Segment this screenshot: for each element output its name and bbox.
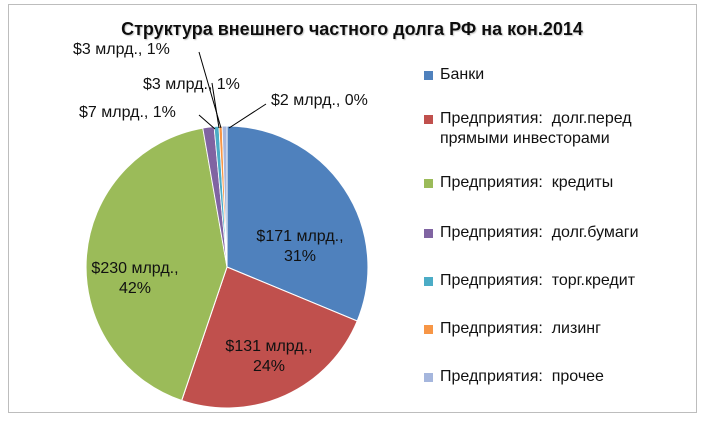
data-label-6: $2 млрд., 0%: [228, 92, 368, 129]
data-label-text-7: $3 млрд., 1%: [73, 41, 170, 58]
legend-swatch-7: [424, 373, 433, 382]
legend-label-7: Предприятия: прочее: [440, 368, 604, 385]
legend-item-4: Предприятия: долг.бумаги: [424, 223, 655, 243]
legend-item-1: Банки: [424, 65, 655, 85]
data-label-text-2: $131 млрд., 24%: [225, 338, 312, 375]
legend-label-6: Предприятия: лизинг: [440, 320, 601, 337]
legend-item-2: Предприятия: долг.перед прямыми инвестор…: [424, 109, 655, 149]
leader-line-5: [211, 82, 220, 129]
data-label-text-4: $7 млрд., 1%: [79, 104, 176, 121]
legend-label-2: Предприятия: долг.перед прямыми инвестор…: [440, 110, 637, 147]
leader-line-6: [228, 103, 267, 129]
chart-frame: Структура внешнего частного долга РФ на …: [8, 4, 697, 413]
pie-slice-2: [180, 266, 358, 409]
data-label-text-6: $2 млрд., 0%: [271, 92, 368, 109]
leader-line-7: [198, 51, 222, 129]
data-label-4: $7 млрд., 1%: [79, 104, 216, 130]
pie-chart: Структура внешнего частного долга РФ на …: [73, 19, 583, 409]
legend-label-1: Банки: [440, 66, 485, 83]
legend-item-6: Предприятия: лизинг: [424, 319, 655, 339]
pie-slice-7: [221, 125, 228, 268]
data-label-text-5: $3 млрд., 1%: [143, 76, 240, 93]
legend-item-3: Предприятия: кредиты: [424, 173, 655, 193]
legend-label-5: Предприятия: торг.кредит: [440, 272, 636, 289]
pie-slice-3: [85, 127, 228, 402]
data-label-text-1: $171 млрд., 31%: [256, 228, 343, 265]
legend-swatch-6: [424, 325, 433, 334]
pie-slice-1: [226, 125, 369, 322]
legend-swatch-2: [424, 115, 433, 124]
chart-title: Структура внешнего частного долга РФ на …: [121, 19, 583, 39]
legend-label-4: Предприятия: долг.бумаги: [440, 224, 639, 241]
data-label-7: $3 млрд., 1%: [73, 41, 222, 129]
legend-swatch-4: [424, 229, 433, 238]
data-label-text-3: $230 млрд., 42%: [91, 260, 178, 297]
legend-swatch-5: [424, 277, 433, 286]
data-label-2: $131 млрд., 24%: [225, 338, 312, 375]
legend-label-3: Предприятия: кредиты: [440, 174, 614, 191]
data-label-5: $3 млрд., 1%: [143, 76, 240, 129]
legend-swatch-1: [424, 71, 433, 80]
data-label-1: $171 млрд., 31%: [256, 228, 343, 265]
leader-line-4: [198, 114, 216, 130]
data-label-3: $230 млрд., 42%: [91, 260, 178, 297]
legend-item-7: Предприятия: прочее: [424, 367, 655, 387]
legend-item-5: Предприятия: торг.кредит: [424, 271, 655, 291]
legend-swatch-3: [424, 179, 433, 188]
